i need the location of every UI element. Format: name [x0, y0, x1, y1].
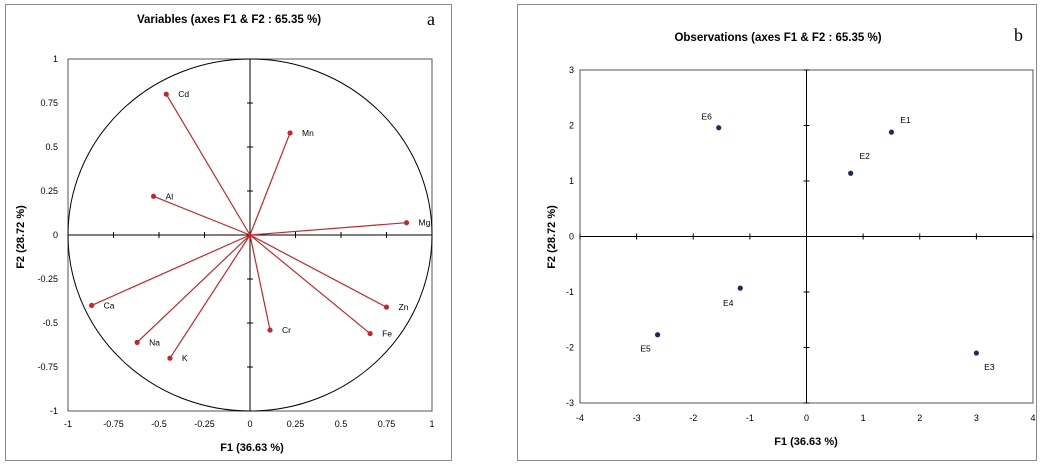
y-tick-label: -0.5 — [42, 318, 58, 328]
y-tick-label: -3 — [566, 398, 574, 408]
variable-label-fe: Fe — [382, 329, 392, 339]
x-tick-label: 3 — [974, 413, 979, 423]
variable-vector-mg — [249, 222, 407, 236]
variable-label-cd: Cd — [178, 89, 189, 99]
variable-label-mg: Mg — [419, 218, 431, 228]
panel-label: b — [1014, 25, 1023, 45]
x-tick-label: 4 — [1030, 413, 1035, 423]
x-tick-label: 0.75 — [378, 419, 396, 429]
variable-point-cr — [267, 327, 273, 333]
observation-point-e5 — [654, 332, 661, 338]
variable-point-mg — [403, 220, 410, 226]
variable-point-ca — [89, 302, 95, 308]
variable-vector-al — [153, 195, 251, 236]
variables-chart-panel: Variables (axes F1 & F2 : 65.35 %) a F1 … — [5, 4, 452, 461]
variable-point-cd — [163, 91, 169, 97]
variable-vector-mn — [249, 132, 291, 236]
variable-label-al: Al — [166, 191, 174, 201]
y-tick-label: 0.5 — [45, 142, 58, 152]
y-tick-label: 0.75 — [40, 98, 58, 108]
y-tick-label: 1 — [569, 176, 574, 186]
x-tick-label: -3 — [633, 413, 641, 423]
x-tick-label: 1 — [429, 419, 434, 429]
variable-point-al — [150, 193, 157, 199]
observation-point-e6 — [716, 125, 722, 131]
x-tick-label: -2 — [689, 413, 697, 423]
y-tick-label: 0.25 — [40, 186, 58, 196]
observation-label-e2: E2 — [859, 151, 870, 161]
chart-title: Observations (axes F1 & F2 : 65.35 %) — [674, 32, 881, 44]
x-tick-label: 0 — [804, 413, 809, 423]
x-axis-label: F1 (36.63 %) — [220, 442, 284, 454]
y-tick-label: -1 — [50, 406, 58, 416]
x-tick-label: -0.5 — [151, 419, 167, 429]
x-tick-label: -1 — [64, 419, 72, 429]
y-tick-label: 0 — [569, 232, 574, 242]
variable-point-fe — [367, 330, 373, 337]
observation-label-e5: E5 — [640, 344, 651, 354]
x-tick-label: -1 — [746, 413, 754, 423]
y-tick-label: 1 — [53, 54, 58, 64]
observation-point-e4 — [737, 285, 743, 291]
observation-point-e2 — [848, 170, 854, 176]
x-tick-label: -0.75 — [103, 419, 124, 429]
x-tick-label: -0.25 — [194, 419, 215, 429]
observation-label-e3: E3 — [984, 362, 995, 372]
variable-label-ca: Ca — [104, 300, 115, 310]
x-tick-label: -4 — [576, 413, 584, 423]
observation-label-e6: E6 — [702, 112, 713, 122]
variable-vector-k — [169, 234, 251, 359]
observation-label-e4: E4 — [723, 298, 734, 308]
observations-chart-panel: Observations (axes F1 & F2 : 65.35 %) b … — [517, 4, 1037, 461]
y-tick-label: -2 — [566, 343, 574, 353]
y-tick-label: -1 — [566, 287, 574, 297]
y-tick-label: 0 — [53, 230, 58, 240]
x-tick-label: 0 — [247, 419, 252, 429]
y-axis-label: F2 (28.72 %) — [15, 205, 27, 269]
y-tick-label: -0.75 — [37, 362, 58, 372]
variable-label-mn: Mn — [302, 128, 314, 138]
observation-point-e3 — [973, 350, 979, 356]
y-tick-label: 2 — [569, 121, 574, 131]
y-axis-label: F2 (28.72 %) — [546, 205, 558, 269]
variable-vector-na — [136, 234, 251, 343]
chart-title: Variables (axes F1 & F2 : 65.35 %) — [137, 14, 321, 26]
x-tick-label: 0.5 — [335, 419, 348, 429]
observations-chart: Observations (axes F1 & F2 : 65.35 %) b … — [546, 25, 1036, 448]
x-tick-label: 0.25 — [287, 419, 305, 429]
observation-point-e1 — [888, 129, 895, 135]
variable-label-na: Na — [149, 337, 160, 347]
x-axis-label: F1 (36.63 %) — [774, 436, 838, 448]
variable-vector-zn — [249, 234, 387, 308]
variable-label-k: K — [182, 353, 188, 363]
y-tick-label: -0.25 — [37, 274, 58, 284]
x-tick-label: 1 — [861, 413, 866, 423]
variable-label-zn: Zn — [399, 302, 409, 312]
variable-vector-ca — [91, 234, 251, 306]
observation-label-e1: E1 — [900, 115, 911, 125]
variable-point-mn — [287, 130, 293, 136]
x-tick-label: 2 — [917, 413, 922, 423]
variable-vector-fe — [249, 234, 371, 335]
variable-vector-cr — [249, 234, 271, 331]
panel-label: a — [427, 9, 435, 29]
y-tick-label: 3 — [569, 65, 574, 75]
variable-point-k — [167, 355, 173, 361]
variable-point-na — [134, 339, 140, 345]
variables-chart: Variables (axes F1 & F2 : 65.35 %) a F1 … — [15, 9, 435, 454]
variable-point-zn — [383, 304, 390, 310]
variable-label-cr: Cr — [282, 325, 291, 335]
variable-vector-cd — [165, 93, 251, 236]
